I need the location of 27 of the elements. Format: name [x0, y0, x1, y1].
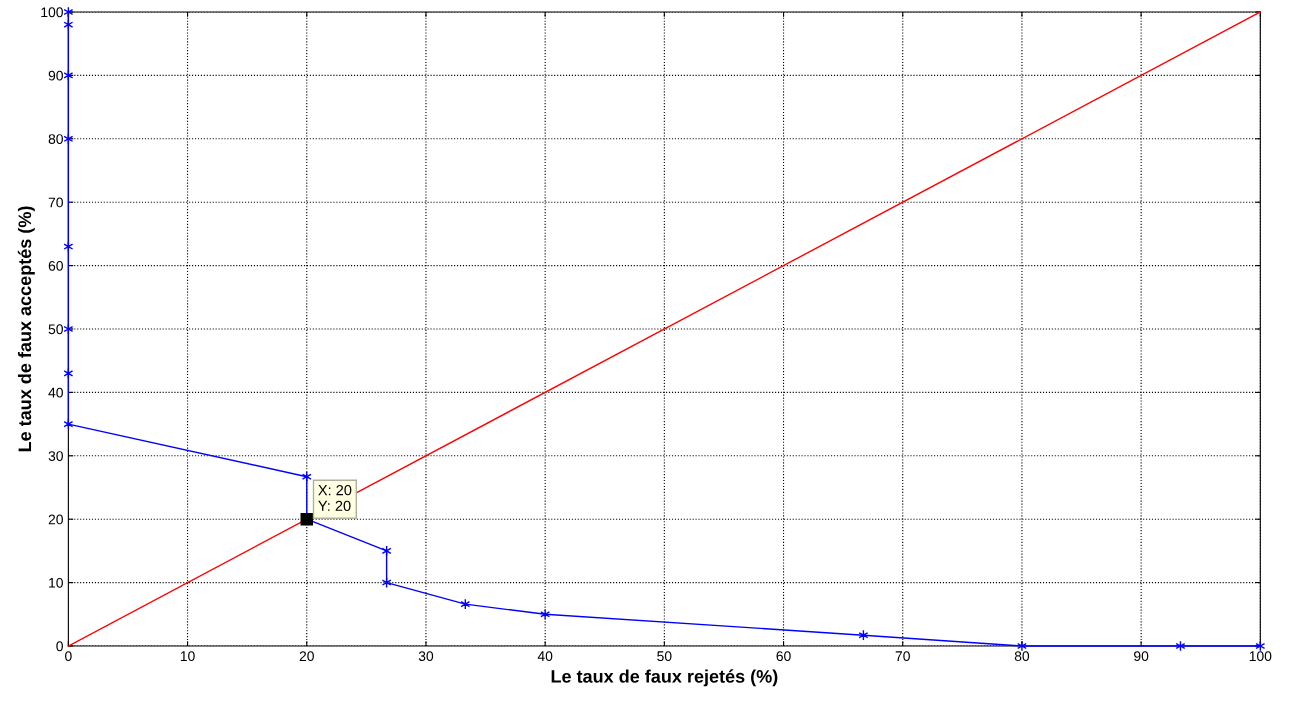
- y-tick-label: 20: [48, 514, 63, 525]
- y-tick-label: 80: [48, 134, 63, 144]
- x-tick-label: 0: [65, 651, 72, 662]
- x-tick-label: 20: [299, 651, 314, 662]
- annotation: X: 20 Y: 20: [318, 484, 352, 511]
- x-tick-label: 50: [657, 651, 672, 662]
- y-tick-label: 30: [48, 451, 63, 461]
- y-tick-label: 90: [48, 70, 63, 81]
- x-tick-label: 100: [1249, 651, 1272, 662]
- x-tick-label: 40: [537, 651, 553, 662]
- x-axis-title: Le taux de faux rejetés (%): [551, 669, 778, 687]
- y-tick-label: 0: [56, 641, 63, 652]
- point: [540, 608, 551, 620]
- y-axis-title: Le taux de faux acceptés (%): [17, 206, 35, 452]
- x-tick-label: 10: [180, 651, 195, 662]
- y-tick-label: 70: [48, 197, 63, 208]
- x-tick-label: 30: [418, 651, 434, 662]
- x-tick-label: 70: [895, 651, 910, 662]
- y-tick-label: 100: [41, 7, 63, 18]
- x-tick-label: 80: [1014, 651, 1030, 662]
- x-tick-label: 90: [1134, 651, 1149, 662]
- y-tick-label: 50: [48, 324, 63, 335]
- y-tick-label: 40: [48, 387, 63, 398]
- y-tick-label: 10: [49, 577, 63, 588]
- point: [1017, 640, 1027, 652]
- x-tick-label: 60: [776, 651, 791, 662]
- y-tick-label: 60: [48, 260, 63, 271]
